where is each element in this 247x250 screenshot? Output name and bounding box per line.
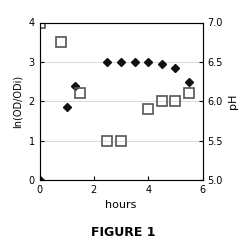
- Y-axis label: ln(OD/ODi): ln(OD/ODi): [13, 75, 23, 128]
- X-axis label: hours: hours: [105, 200, 137, 210]
- Y-axis label: pH: pH: [228, 94, 238, 109]
- Text: FIGURE 1: FIGURE 1: [91, 226, 156, 239]
